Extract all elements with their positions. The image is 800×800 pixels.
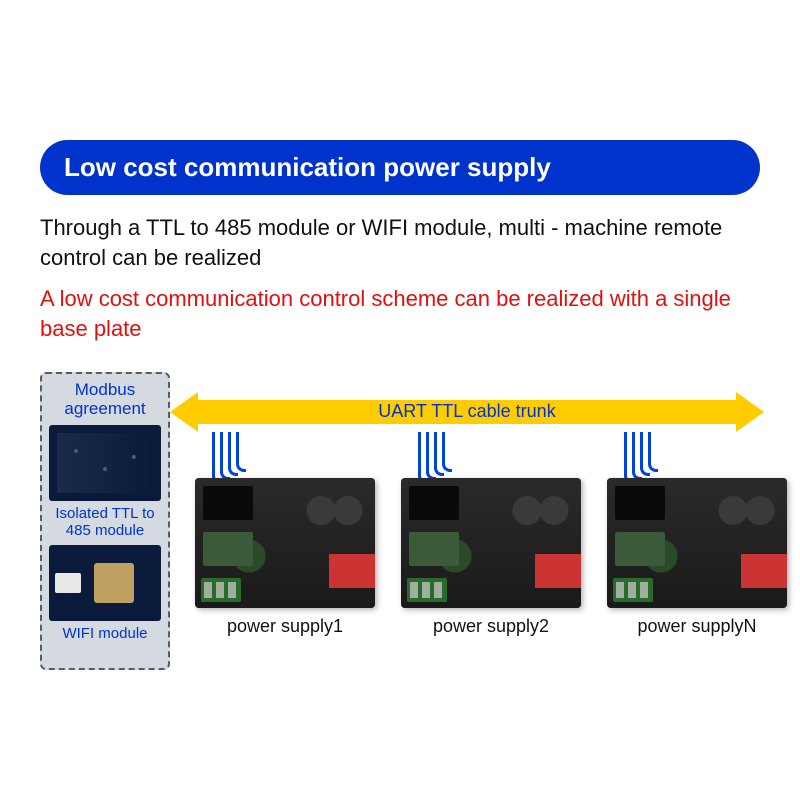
infographic-container: Low cost communication power supply Thro… <box>40 140 760 692</box>
wifi-module-label: WIFI module <box>48 625 162 642</box>
uart-trunk-arrow: UART TTL cable trunk <box>174 392 760 432</box>
ttl-485-module-label: Isolated TTL to 485 module <box>48 505 162 540</box>
connection-wires <box>604 432 790 478</box>
power-supply-node: power supplyN <box>604 432 790 637</box>
ttl-485-module-image <box>49 425 161 501</box>
title-banner: Low cost communication power supply <box>40 140 760 195</box>
trunk-label: UART TTL cable trunk <box>378 401 555 422</box>
description-primary: Through a TTL to 485 module or WIFI modu… <box>40 213 760 272</box>
arrow-bar: UART TTL cable trunk <box>192 400 742 424</box>
connection-wires <box>398 432 584 478</box>
title-text: Low cost communication power supply <box>64 152 551 182</box>
power-supply-node: power supply1 <box>192 432 378 637</box>
power-supply-label: power supplyN <box>604 616 790 637</box>
wifi-module-image <box>49 545 161 621</box>
connection-wires <box>192 432 378 478</box>
description-secondary: A low cost communication control scheme … <box>40 284 760 343</box>
power-supply-node: power supply2 <box>398 432 584 637</box>
modbus-title: Modbus agreement <box>48 380 162 419</box>
power-supply-label: power supply1 <box>192 616 378 637</box>
power-supply-label: power supply2 <box>398 616 584 637</box>
modbus-sidebar: Modbus agreement Isolated TTL to 485 mod… <box>40 372 170 670</box>
power-supply-board-image <box>195 478 375 608</box>
arrow-head-right-icon <box>736 392 764 432</box>
diagram-area: Modbus agreement Isolated TTL to 485 mod… <box>40 372 760 692</box>
power-supply-board-image <box>607 478 787 608</box>
power-supply-board-image <box>401 478 581 608</box>
